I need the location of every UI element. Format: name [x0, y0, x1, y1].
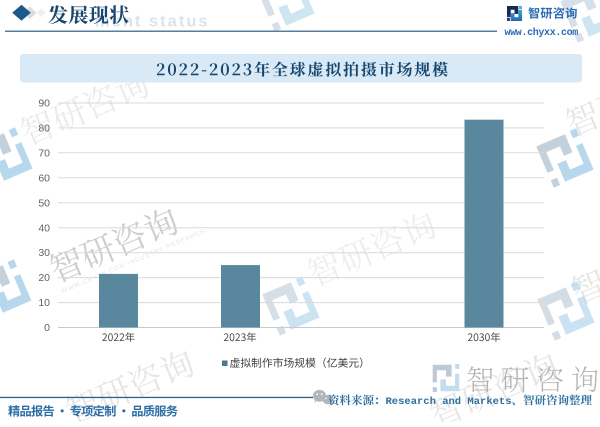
svg-text:20: 20 [38, 272, 50, 284]
svg-text:80: 80 [38, 123, 50, 135]
svg-text:70: 70 [38, 147, 50, 159]
svg-text:40: 40 [38, 222, 50, 234]
svg-text:ment status: ment status [95, 13, 210, 31]
svg-text:www.chyxx.com: www.chyxx.com [505, 27, 579, 39]
svg-text:30: 30 [38, 247, 50, 259]
svg-text:50: 50 [38, 197, 50, 209]
svg-text:10: 10 [38, 297, 50, 309]
svg-text:90: 90 [38, 98, 50, 110]
svg-text:0: 0 [44, 322, 50, 334]
svg-text:Research and Markets: Research and Markets [386, 396, 512, 408]
svg-text:60: 60 [38, 172, 50, 184]
